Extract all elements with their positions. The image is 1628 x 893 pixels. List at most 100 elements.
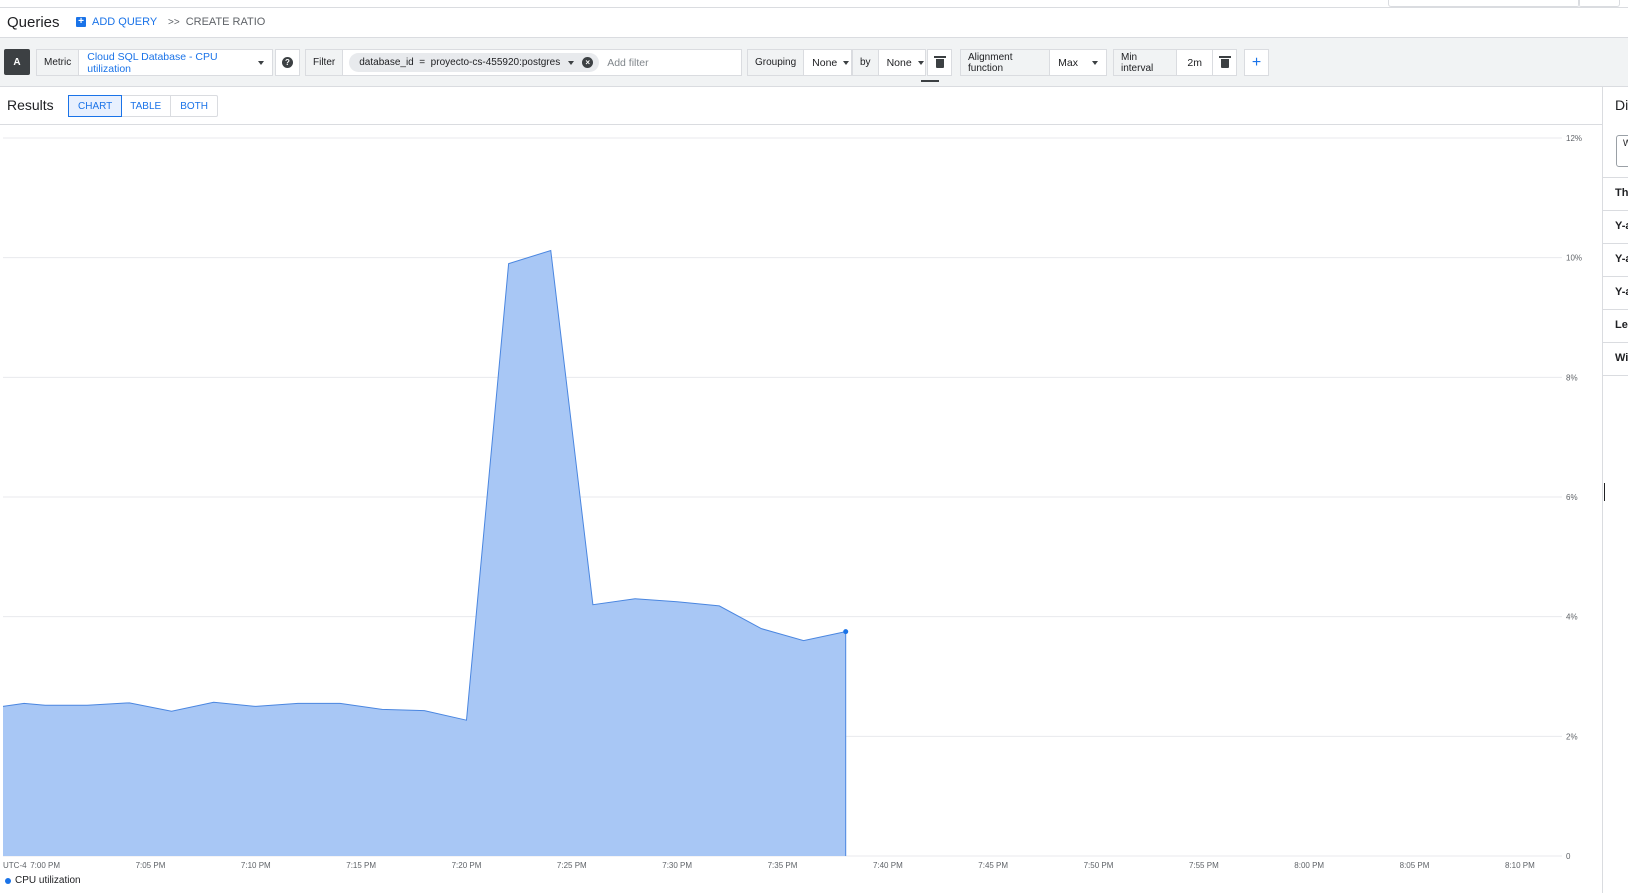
- display-option-row[interactable]: Wi: [1603, 342, 1628, 376]
- filter-chip-text: database_id = proyecto-cs-455920:postgre…: [359, 57, 561, 68]
- y-tick-label: 12%: [1566, 134, 1582, 143]
- alignment-value-text: Max: [1058, 56, 1078, 69]
- results-header: Results CHART TABLE BOTH: [0, 87, 1602, 125]
- y-tick-label: 2%: [1566, 732, 1578, 741]
- by-value[interactable]: None: [879, 50, 932, 75]
- filter-chip[interactable]: database_id = proyecto-cs-455920:postgre…: [349, 53, 600, 72]
- alignment-label: Alignment function: [961, 50, 1051, 75]
- add-box-icon: +: [76, 17, 86, 27]
- add-operation-button[interactable]: +: [1244, 49, 1269, 76]
- tab-chart[interactable]: CHART: [68, 95, 123, 117]
- top-control-right[interactable]: [1578, 0, 1620, 7]
- top-control-left[interactable]: [1388, 0, 1580, 7]
- delete-grouping-button[interactable]: [927, 49, 952, 76]
- display-option-row[interactable]: Le: [1603, 309, 1628, 343]
- plus-icon: +: [1251, 53, 1262, 71]
- x-tick-label: 7:25 PM: [557, 861, 587, 870]
- chevron-down-icon: [1092, 60, 1098, 65]
- query-letter-badge[interactable]: A: [4, 49, 30, 75]
- chart-legend[interactable]: CPU utilization: [5, 875, 81, 886]
- x-tick-label: 7:15 PM: [346, 861, 376, 870]
- y-tick-label: 8%: [1566, 373, 1578, 382]
- active-indicator: [921, 80, 939, 82]
- display-option-row[interactable]: Y-a: [1603, 243, 1628, 277]
- series-area-cpu-utilization: [3, 250, 846, 856]
- x-tick-label: 7:40 PM: [873, 861, 903, 870]
- tab-both[interactable]: BOTH: [180, 100, 208, 112]
- display-option-label: Th: [1615, 187, 1628, 199]
- add-query-label: ADD QUERY: [92, 16, 158, 28]
- create-ratio-button[interactable]: >> CREATE RATIO: [168, 16, 265, 28]
- chevron-down-icon: [917, 60, 924, 65]
- min-interval-label: Min interval: [1114, 50, 1178, 75]
- y-tick-label: 10%: [1566, 254, 1582, 263]
- trash-icon: [933, 56, 946, 68]
- min-interval-value[interactable]: 2m: [1187, 56, 1202, 69]
- queries-header: Queries + ADD QUERY >> CREATE RATIO: [0, 8, 1628, 38]
- x-tick-label: 7:50 PM: [1084, 861, 1114, 870]
- alignment-value[interactable]: Max: [1050, 50, 1106, 75]
- chevron-down-icon: [843, 60, 850, 65]
- cpu-utilization-chart[interactable]: 0 2% 4% 6% 8% 10% 12% UTC-4 7:00 PM 7:05 PM 7:10 P…: [0, 126, 1600, 871]
- widget-type-selector[interactable]: W: [1616, 135, 1628, 167]
- display-option-row[interactable]: Th: [1603, 177, 1628, 211]
- grouping-value-text: None: [812, 56, 838, 69]
- chevron-down-icon: [258, 60, 264, 65]
- display-option-row[interactable]: Y-a: [1603, 210, 1628, 244]
- display-option-label: Y-a: [1615, 253, 1628, 265]
- add-query-button[interactable]: + ADD QUERY: [76, 16, 157, 28]
- metric-selector[interactable]: Metric Cloud SQL Database - CPU utilizat…: [36, 49, 273, 76]
- filter-field[interactable]: Filter database_id = proyecto-cs-455920:…: [305, 49, 742, 76]
- alignment-function-selector[interactable]: Alignment function Max: [960, 49, 1107, 76]
- by-label: by: [853, 50, 879, 75]
- display-option-label: Y-a: [1615, 220, 1628, 232]
- grouping-value[interactable]: None: [804, 50, 857, 75]
- widget-type-text: W: [1623, 138, 1628, 148]
- remove-filter-icon[interactable]: ×: [582, 57, 594, 68]
- display-option-label: Le: [1615, 319, 1628, 331]
- x-tick-label: 7:20 PM: [452, 861, 482, 870]
- display-panel-title: Di: [1615, 97, 1628, 113]
- x-tick-label: 7:35 PM: [768, 861, 798, 870]
- display-option-row[interactable]: Y-a: [1603, 276, 1628, 310]
- metric-label: Metric: [37, 50, 80, 75]
- delete-interval-button[interactable]: [1212, 49, 1237, 76]
- legend-label: CPU utilization: [15, 875, 81, 886]
- create-ratio-label: CREATE RATIO: [185, 16, 266, 28]
- trash-icon: [1218, 56, 1231, 68]
- series-line-cpu-utilization: [2, 249, 846, 721]
- y-tick-label: 0: [1566, 852, 1571, 861]
- x-tick-label: 7:00 PM: [30, 861, 60, 870]
- metric-value[interactable]: Cloud SQL Database - CPU utilization: [79, 50, 272, 75]
- filter-label: Filter: [306, 50, 344, 75]
- x-tick-label: 8:10 PM: [1505, 861, 1535, 870]
- x-tick-label: 7:05 PM: [136, 861, 166, 870]
- metric-value-text: Cloud SQL Database - CPU utilization: [87, 50, 218, 75]
- ratio-arrow-icon: >>: [168, 16, 180, 28]
- tab-table[interactable]: TABLE: [121, 96, 172, 116]
- display-option-label: Y-a: [1615, 286, 1628, 298]
- query-row: A Metric Cloud SQL Database - CPU utiliz…: [0, 38, 1628, 87]
- display-panel: Di W Th Y-a Y-a Y-a Le Wi: [1602, 87, 1628, 893]
- x-tick-label: 7:55 PM: [1189, 861, 1219, 870]
- y-tick-label: 6%: [1566, 493, 1578, 502]
- min-interval-field[interactable]: Min interval 2m: [1113, 49, 1213, 76]
- y-tick-label: 4%: [1566, 613, 1578, 622]
- by-value-text: None: [886, 56, 912, 69]
- grouping-selector[interactable]: Grouping None: [747, 49, 852, 76]
- metric-help-button[interactable]: ?: [275, 49, 300, 76]
- timezone-label: UTC-4: [3, 861, 27, 870]
- x-tick-label: 7:30 PM: [662, 861, 692, 870]
- results-title: Results: [7, 97, 54, 113]
- results-view-toggle: CHART TABLE BOTH: [68, 95, 218, 117]
- display-option-label: Wi: [1615, 352, 1628, 364]
- x-tick-label: 8:05 PM: [1400, 861, 1430, 870]
- resize-handle[interactable]: [1604, 483, 1605, 501]
- add-filter-input[interactable]: Add filter: [607, 56, 649, 69]
- chevron-down-icon[interactable]: [568, 60, 575, 65]
- legend-dot-icon: [5, 877, 11, 884]
- x-tick-label: 8:00 PM: [1294, 861, 1324, 870]
- x-tick-label: 7:10 PM: [241, 861, 271, 870]
- top-toolbar-strip: [0, 0, 1628, 8]
- group-by-selector[interactable]: by None: [852, 49, 926, 76]
